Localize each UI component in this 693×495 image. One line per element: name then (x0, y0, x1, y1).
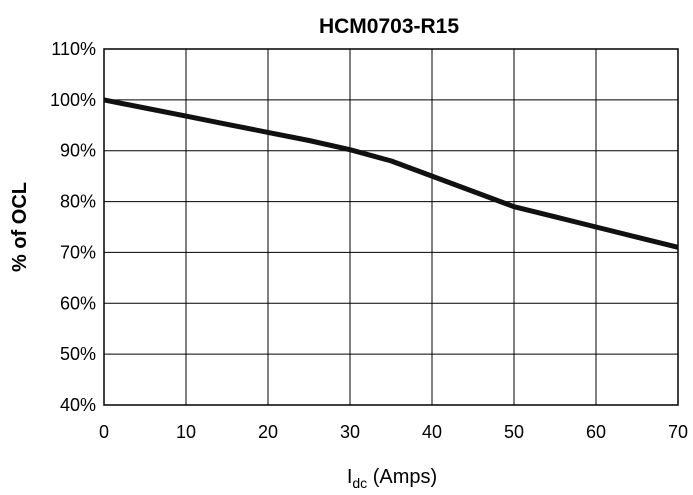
plot-frame (103, 48, 679, 406)
x-tick-label: 70 (668, 422, 688, 442)
x-tick-label: 20 (258, 422, 278, 442)
x-tick-label: 30 (340, 422, 360, 442)
x-tick-label: 10 (176, 422, 196, 442)
x-tick-label: 0 (99, 422, 109, 442)
y-tick-label: 40% (60, 395, 96, 415)
x-tick-label: 40 (422, 422, 442, 442)
ocl-series-line (103, 97, 679, 250)
series-group (103, 97, 679, 250)
y-tick-label: 100% (50, 90, 96, 110)
x-axis-label-subscript: dc (352, 475, 367, 491)
y-tick-label: 50% (60, 344, 96, 364)
x-axis-label-unit: (Amps) (367, 466, 437, 488)
y-tick-label: 80% (60, 192, 96, 212)
y-axis-label: % of OCL (9, 182, 31, 272)
chart-title: HCM0703-R15 (319, 15, 459, 38)
x-axis-label: Idc (Amps) (347, 466, 437, 491)
y-tick-label: 90% (60, 141, 96, 161)
y-tick-label: 70% (60, 242, 96, 262)
y-tick-label: 110% (51, 39, 96, 59)
x-tick-label: 60 (586, 422, 606, 442)
x-tick-label: 50 (504, 422, 524, 442)
y-tick-labels: 40% 50% 60% 70% 80% 90% 100% 110% (50, 39, 96, 415)
x-axis-label-main: I (347, 466, 353, 488)
y-tick-label: 60% (60, 293, 96, 313)
x-tick-labels: 0 10 20 30 40 50 60 70 (99, 422, 688, 442)
